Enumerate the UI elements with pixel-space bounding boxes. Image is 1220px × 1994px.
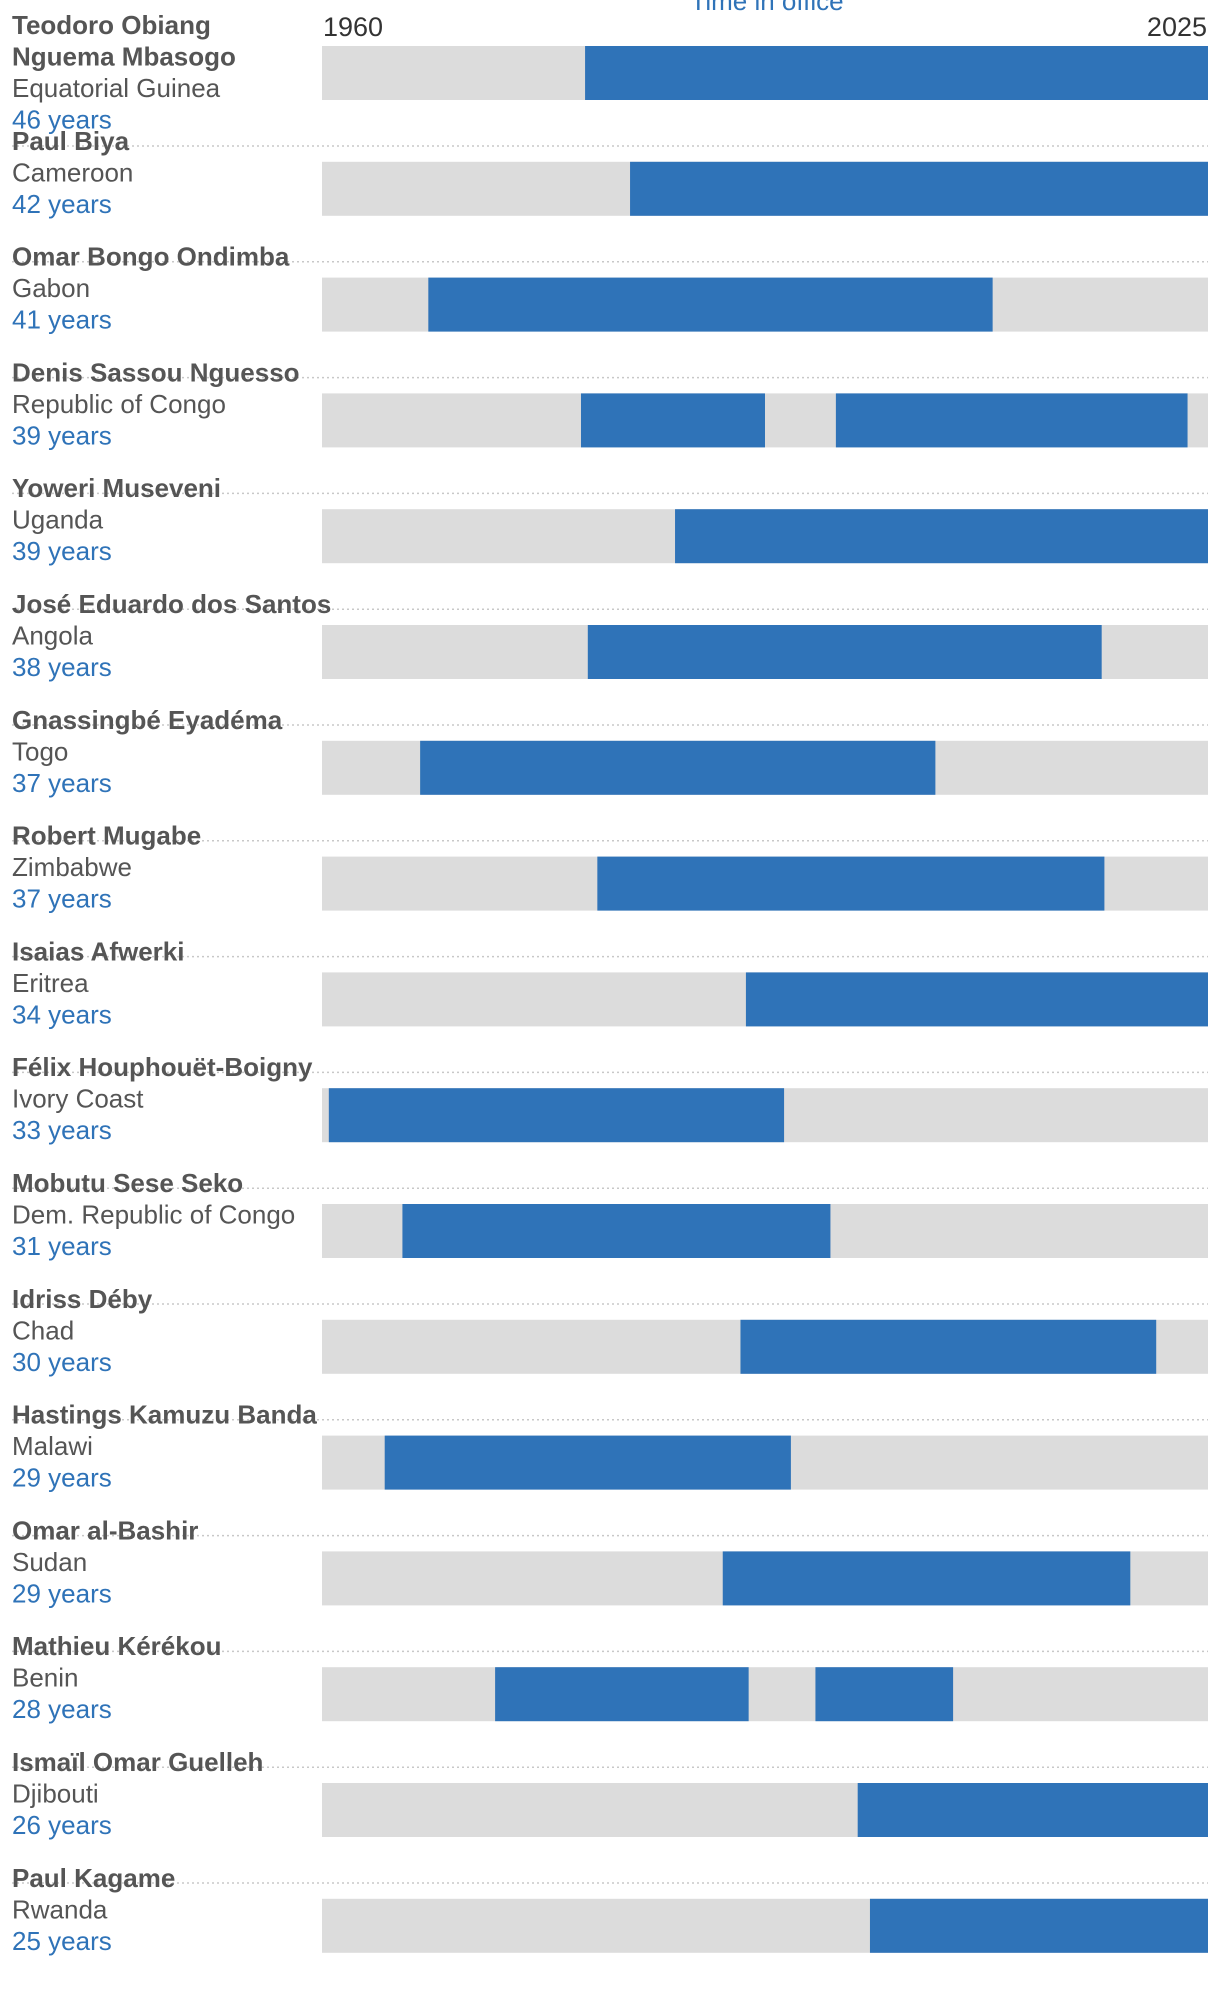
leader-10-term-1 [328, 1088, 785, 1143]
leader-10-country: Ivory Coast [12, 1084, 144, 1114]
leader-10-name: Félix Houphouët-Boigny [12, 1052, 313, 1082]
leader-1-name: Nguema Mbasogo [12, 42, 236, 72]
leader-8-name: Robert Mugabe [12, 821, 201, 851]
leader-1-years-label: 46 years [12, 105, 112, 135]
leader-7-years-label: 37 years [12, 768, 112, 798]
leader-14-term-1 [722, 1551, 1131, 1606]
leader-13-term-1 [384, 1435, 791, 1490]
leader-9-country: Eritrea [12, 968, 89, 998]
leader-11-term-1 [402, 1204, 831, 1258]
leader-5-name: Yoweri Museveni [12, 473, 221, 503]
leader-4-term-2 [835, 393, 1188, 448]
leader-7-term-1 [420, 740, 936, 795]
leader-17-years-label: 25 years [12, 1926, 112, 1956]
leader-5-country: Uganda [12, 505, 104, 535]
leader-8-term-1 [597, 856, 1105, 911]
leader-11-country: Dem. Republic of Congo [12, 1200, 295, 1230]
leader-15-years-label: 28 years [12, 1694, 112, 1724]
leader-1-name: Teodoro Obiang [12, 10, 211, 40]
leader-4-years-label: 39 years [12, 420, 112, 450]
leader-13-name: Hastings Kamuzu Banda [12, 1400, 317, 1430]
leader-15-term-2 [815, 1667, 954, 1722]
leader-6-years-label: 38 years [12, 652, 112, 682]
leader-12-years-label: 30 years [12, 1347, 112, 1377]
leader-1-country: Equatorial Guinea [12, 73, 221, 103]
leader-7-name: Gnassingbé Eyadéma [12, 705, 283, 735]
leader-16-years-label: 26 years [12, 1810, 112, 1840]
x-tick-end: 2025 [1147, 12, 1207, 42]
leader-5-term-1 [675, 509, 1208, 564]
leader-4-name: Denis Sassou Nguesso [12, 357, 300, 387]
leader-14-country: Sudan [12, 1547, 87, 1577]
leader-15-term-1 [495, 1667, 749, 1722]
leader-16-name: Ismaïl Omar Guelleh [12, 1747, 263, 1777]
leader-16-country: Djibouti [12, 1779, 99, 1809]
leader-17-country: Rwanda [12, 1894, 108, 1924]
leader-13-years-label: 29 years [12, 1463, 112, 1493]
leader-13-country: Malawi [12, 1431, 93, 1461]
leader-14-years-label: 29 years [12, 1578, 112, 1608]
leader-4-term-1 [580, 393, 765, 448]
leader-6-country: Angola [12, 621, 93, 651]
leader-4-country: Republic of Congo [12, 389, 226, 419]
leader-12-term-1 [740, 1319, 1157, 1374]
leader-2-name: Paul Biya [12, 126, 130, 156]
leader-15-country: Benin [12, 1663, 79, 1693]
leader-2-years-label: 42 years [12, 189, 112, 219]
leader-8-country: Zimbabwe [12, 852, 132, 882]
leader-14-name: Omar al-Bashir [12, 1515, 198, 1545]
chart-title: Time in office [690, 0, 843, 16]
leader-6-name: José Eduardo dos Santos [12, 589, 331, 619]
leader-17-term-1 [869, 1898, 1208, 1953]
leader-9-years-label: 34 years [12, 999, 112, 1029]
leader-11-name: Mobutu Sese Seko [12, 1168, 243, 1198]
leader-16-term-1 [857, 1783, 1208, 1837]
leader-3-years-label: 41 years [12, 305, 112, 335]
leader-12-country: Chad [12, 1315, 74, 1345]
leader-9-name: Isaias Afwerki [12, 936, 184, 966]
leader-2-term-1 [630, 161, 1208, 216]
leader-10-years-label: 33 years [12, 1115, 112, 1145]
leader-3-term-1 [428, 277, 993, 332]
leader-8-years-label: 37 years [12, 884, 112, 914]
leader-6-term-1 [587, 625, 1102, 679]
leader-9-term-1 [745, 972, 1208, 1027]
leader-2-country: Cameroon [12, 157, 133, 187]
leader-3-country: Gabon [12, 273, 90, 303]
x-tick-start: 1960 [323, 12, 383, 42]
leader-3-name: Omar Bongo Ondimba [12, 242, 290, 272]
leader-5-years-label: 39 years [12, 536, 112, 566]
leader-1-term-1 [585, 46, 1208, 100]
leader-12-name: Idriss Déby [12, 1284, 153, 1314]
leader-15-track [322, 1667, 1208, 1722]
leader-7-country: Togo [12, 736, 68, 766]
leader-17-name: Paul Kagame [12, 1863, 175, 1893]
leader-15-name: Mathieu Kérékou [12, 1631, 222, 1661]
leader-11-years-label: 31 years [12, 1231, 112, 1261]
